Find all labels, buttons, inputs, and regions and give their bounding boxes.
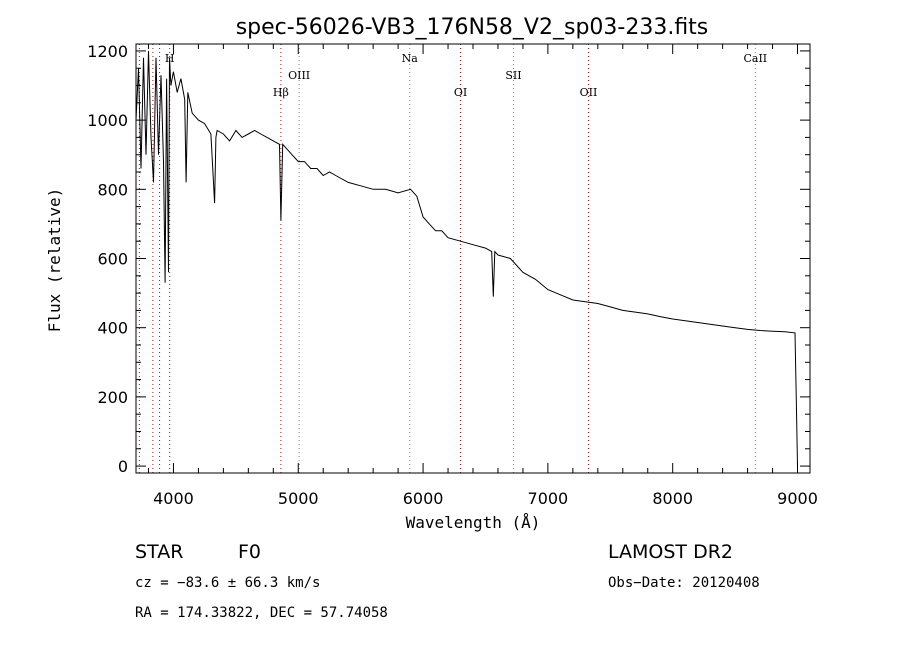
line-label-sii: SII xyxy=(505,69,521,82)
spectral-line-guides xyxy=(138,44,756,473)
line-label-oii: OII xyxy=(580,86,598,99)
y-tick-label: 200 xyxy=(97,388,128,407)
y-axis-label: Flux (relative) xyxy=(45,188,64,333)
line-label-oiii: OIII xyxy=(288,69,310,82)
y-axis-ticks: 0 200 400 600 800 1000 1200 xyxy=(87,42,810,476)
line-label-caii: CaII xyxy=(743,52,767,65)
x-tick-label: 7000 xyxy=(528,489,569,508)
x-tick-label: 6000 xyxy=(403,489,444,508)
line-label-oi: OI xyxy=(454,86,467,99)
plot-frame xyxy=(135,43,811,474)
x-tick-label: 9000 xyxy=(777,489,818,508)
y-tick-label: 0 xyxy=(118,457,128,476)
y-tick-label: 600 xyxy=(97,250,128,269)
redshift-value: cz = −83.6 ± 66.3 km/s xyxy=(135,575,321,591)
object-class: STAR xyxy=(135,541,184,563)
survey-name: LAMOST DR2 xyxy=(608,541,733,563)
y-tick-label: 400 xyxy=(97,319,128,338)
observation-date: Obs−Date: 20120408 xyxy=(608,575,760,591)
y-tick-label: 800 xyxy=(97,180,128,199)
x-tick-label: 8000 xyxy=(652,489,693,508)
x-tick-label: 4000 xyxy=(153,489,194,508)
chart-title: spec-56026-VB3_176N58_V2_sp03-233.fits xyxy=(236,15,709,40)
line-label-hβ: Hβ xyxy=(273,86,289,99)
y-tick-label: 1200 xyxy=(87,42,128,61)
coordinates: RA = 174.33822, DEC = 57.74058 xyxy=(135,605,388,621)
line-label-na: Na xyxy=(402,52,419,65)
x-tick-label: 5000 xyxy=(278,489,319,508)
y-tick-label: 1000 xyxy=(87,111,128,130)
x-axis-ticks: 4000 5000 6000 7000 8000 9000 xyxy=(147,44,818,508)
x-axis-label: Wavelength (Å) xyxy=(406,513,541,532)
object-subclass: F0 xyxy=(238,541,262,563)
spectrum-line xyxy=(135,50,798,467)
